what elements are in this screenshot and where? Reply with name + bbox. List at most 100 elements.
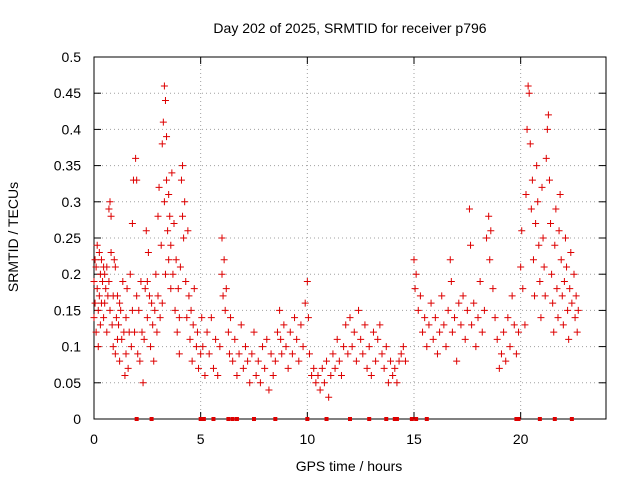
baseline-marker xyxy=(409,417,414,421)
grid-lines xyxy=(94,57,606,419)
x-axis-label: GPS time / hours xyxy=(296,458,403,474)
data-point xyxy=(495,364,503,372)
data-point xyxy=(153,328,161,336)
data-point xyxy=(543,125,551,133)
data-point xyxy=(299,343,307,351)
data-point xyxy=(131,328,139,336)
data-point xyxy=(218,234,226,242)
data-point xyxy=(489,285,497,293)
data-point xyxy=(293,335,301,343)
data-point xyxy=(165,256,173,264)
data-point xyxy=(175,350,183,358)
data-point xyxy=(335,357,343,365)
y-tick-label: 0.35 xyxy=(54,158,81,174)
data-point xyxy=(411,285,419,293)
data-point xyxy=(93,285,101,293)
y-tick-label: 0.45 xyxy=(54,85,81,101)
data-point xyxy=(128,220,136,228)
data-point xyxy=(158,299,166,307)
data-point xyxy=(172,256,180,264)
x-tick-label: 0 xyxy=(90,431,98,447)
data-point xyxy=(433,350,441,358)
data-point xyxy=(570,270,578,278)
data-point xyxy=(137,277,145,285)
data-point xyxy=(139,379,147,387)
data-point xyxy=(337,372,345,380)
data-point xyxy=(557,256,565,264)
data-point xyxy=(115,321,123,329)
data-point xyxy=(273,328,281,336)
data-point xyxy=(233,372,241,380)
x-tick-label: 20 xyxy=(513,431,529,447)
data-point xyxy=(193,328,201,336)
data-point xyxy=(97,256,105,264)
data-point xyxy=(291,314,299,322)
data-point xyxy=(92,263,100,271)
data-point xyxy=(182,277,190,285)
data-point xyxy=(442,343,450,351)
baseline-marker xyxy=(211,417,216,421)
data-point xyxy=(256,379,264,387)
data-point xyxy=(286,328,294,336)
data-point xyxy=(143,277,151,285)
data-point xyxy=(116,299,124,307)
data-point xyxy=(524,82,532,90)
data-point xyxy=(512,350,520,358)
data-point xyxy=(239,364,247,372)
data-point xyxy=(544,111,552,119)
data-points xyxy=(90,82,582,401)
baseline-markers xyxy=(134,417,574,421)
data-point xyxy=(201,372,209,380)
data-point xyxy=(487,227,495,235)
data-point xyxy=(216,343,224,351)
baseline-marker xyxy=(537,417,542,421)
data-point xyxy=(91,299,99,307)
data-point xyxy=(419,328,427,336)
data-point xyxy=(107,248,115,256)
data-point xyxy=(556,191,564,199)
data-point xyxy=(147,343,155,351)
data-point xyxy=(276,306,284,314)
data-point xyxy=(568,299,576,307)
data-point xyxy=(94,306,102,314)
data-point xyxy=(421,314,429,322)
data-point xyxy=(184,227,192,235)
x-tick-label: 5 xyxy=(197,431,205,447)
data-point xyxy=(227,314,235,322)
data-point xyxy=(224,328,232,336)
data-point xyxy=(151,306,159,314)
data-point xyxy=(344,350,352,358)
data-point xyxy=(534,198,542,206)
data-point xyxy=(179,162,187,170)
data-point xyxy=(246,379,254,387)
data-point xyxy=(312,379,320,387)
data-point xyxy=(308,372,316,380)
data-point xyxy=(267,350,275,358)
data-point xyxy=(149,321,157,329)
data-point xyxy=(101,270,109,278)
data-point xyxy=(101,299,109,307)
data-point xyxy=(150,357,158,365)
data-point xyxy=(175,314,183,322)
data-point xyxy=(128,306,136,314)
data-point xyxy=(166,212,174,220)
data-point xyxy=(461,335,469,343)
data-point xyxy=(363,364,371,372)
data-point xyxy=(472,343,480,351)
baseline-marker xyxy=(149,417,154,421)
data-point xyxy=(318,364,326,372)
data-point xyxy=(121,372,129,380)
data-point xyxy=(90,314,98,322)
data-point xyxy=(545,176,553,184)
x-tick-label: 15 xyxy=(406,431,422,447)
data-point xyxy=(412,270,420,278)
data-point xyxy=(551,241,559,249)
axis-tick-labels: 0 0.05 0.1 0.15 0.2 0.25 0.3 0.35 0.4 0.45 0.5 0 5 10… xyxy=(54,49,529,447)
data-point xyxy=(123,285,131,293)
data-point xyxy=(277,335,285,343)
data-point xyxy=(160,82,168,90)
data-point xyxy=(389,372,397,380)
data-point xyxy=(559,321,567,329)
data-point xyxy=(474,314,482,322)
data-point xyxy=(510,321,518,329)
